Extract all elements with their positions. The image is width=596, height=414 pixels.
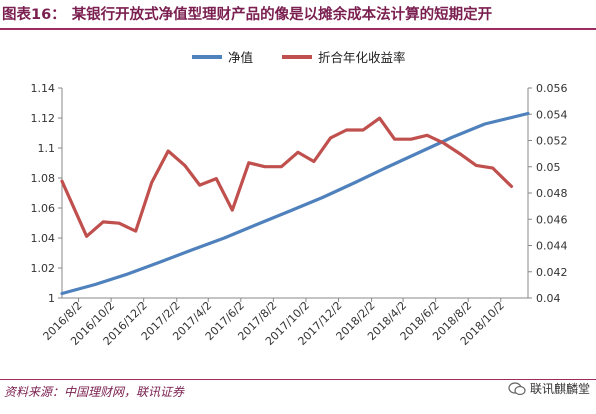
- legend-label-nav: 净值: [228, 50, 253, 65]
- y-right-tick-label: 0.044: [536, 240, 568, 253]
- series-line-nav: [60, 111, 530, 296]
- y-right-tick-label: 0.048: [536, 187, 568, 200]
- legend-label-yield: 折合年化收益率: [318, 50, 406, 65]
- title-divider: [0, 28, 596, 30]
- figure-label: 图表16：: [2, 7, 66, 23]
- watermark: 联讯麒麟堂: [508, 380, 590, 397]
- footer-divider: [0, 379, 596, 380]
- y-right-tick-label: 0.042: [536, 266, 568, 279]
- title-text: 某银行开放式净值型理财产品的像是以摊余成本法计算的短期定开: [71, 7, 493, 23]
- dual-axis-line-chart: 净值 折合年化收益率 1 1.02 1.04 1.06 1.08 1.1 1.12 1.14 0…: [31, 50, 568, 348]
- y-left-tick-label: 1: [48, 292, 55, 305]
- wechat-icon: [508, 381, 526, 395]
- y-left-tick-label: 1.04: [31, 232, 56, 245]
- y-right-tick-label: 0.05: [536, 161, 561, 174]
- legend: 净值 折合年化收益率: [192, 50, 406, 65]
- y-right-tick-label: 0.052: [536, 135, 568, 148]
- y-left-tick-label: 1.06: [31, 202, 56, 215]
- watermark-text: 联讯麒麟堂: [529, 382, 590, 396]
- y-left-tick-label: 1.02: [31, 262, 56, 275]
- y-right-tick-label: 0.046: [536, 213, 568, 226]
- series-layer: [60, 111, 530, 296]
- series-line-yield: [60, 116, 514, 238]
- chart-title: 图表16： 某银行开放式净值型理财产品的像是以摊余成本法计算的短期定开: [2, 4, 592, 26]
- y-left-tick-label: 1.14: [31, 82, 56, 95]
- y-left-tick-label: 1.12: [31, 112, 56, 125]
- y-right-tick-label: 0.04: [536, 292, 561, 305]
- y-left-tick-label: 1.1: [38, 142, 56, 155]
- y-right-tick-label: 0.054: [536, 108, 568, 121]
- source-note: 资料来源：中国理财网，联讯证券: [4, 385, 185, 399]
- y-left-tick-label: 1.08: [31, 172, 56, 185]
- y-right-tick-label: 0.056: [536, 82, 568, 95]
